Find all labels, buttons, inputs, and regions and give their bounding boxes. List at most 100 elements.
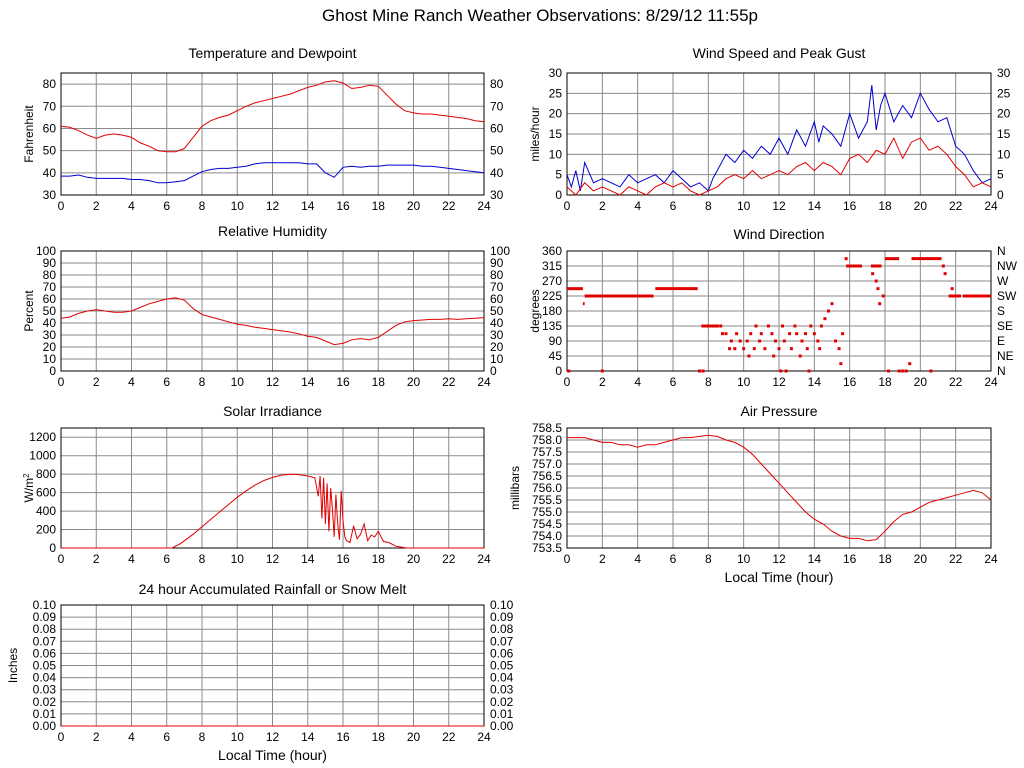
series-line-1 [567, 434, 992, 542]
direction-point [766, 324, 770, 328]
x-tick-label: 2 [93, 199, 100, 213]
direction-point [735, 332, 739, 336]
compass-tick-label: N [997, 244, 1006, 258]
x-tick-label: 4 [634, 552, 641, 566]
y-tick-label-right: 0.04 [490, 671, 514, 685]
direction-point [812, 332, 816, 336]
y-tick-label: 0.05 [33, 659, 57, 673]
x-tick-label: 12 [772, 552, 786, 566]
y-axis-label: millibars [508, 466, 522, 510]
x-tick-label: 14 [301, 730, 315, 744]
direction-point [887, 369, 891, 373]
y-tick-label: 80 [43, 268, 57, 282]
x-tick-label: 8 [705, 552, 712, 566]
y-tick-label: 270 [542, 274, 562, 288]
series-line-1 [566, 85, 992, 192]
y-tick-label: 70 [43, 280, 57, 294]
chart-title: Wind Speed and Peak Gust [693, 45, 866, 61]
x-tick-label: 2 [93, 552, 100, 566]
x-tick-label: 12 [772, 199, 786, 213]
y-tick-label: 400 [36, 504, 56, 518]
y-tick-label: 0.09 [33, 610, 57, 624]
direction-point [749, 332, 753, 336]
x-tick-label: 22 [442, 730, 456, 744]
x-tick-label: 14 [808, 375, 822, 389]
y-tick-label-right: 0.01 [490, 707, 514, 721]
x-tick-label: 16 [336, 552, 350, 566]
y-axis-label: W/m2 [22, 473, 37, 503]
x-tick-label: 16 [336, 375, 350, 389]
x-tick-label: 20 [914, 199, 928, 213]
direction-point [600, 369, 604, 373]
y-tick-label-right: 100 [490, 244, 510, 258]
x-tick-label: 10 [231, 552, 245, 566]
x-tick-label: 10 [737, 375, 751, 389]
y-tick-label: 0.07 [33, 634, 57, 648]
x-tick-label: 24 [477, 730, 491, 744]
chart-title: Wind Direction [733, 226, 824, 242]
y-tick-label-right: 20 [490, 340, 504, 354]
chart-title: Air Pressure [740, 403, 817, 419]
y-tick-label: 1000 [29, 449, 56, 463]
y-tick-label-right: 0.09 [490, 610, 514, 624]
x-tick-label: 6 [163, 375, 170, 389]
direction-point [904, 369, 908, 373]
y-tick-label-right: 90 [490, 256, 504, 270]
direction-point [841, 332, 845, 336]
y-tick-label: 30 [43, 188, 57, 202]
x-tick-label: 0 [58, 552, 65, 566]
y-tick-label: 135 [542, 319, 562, 333]
x-tick-label: 2 [599, 375, 606, 389]
y-tick-label-right: 40 [490, 316, 504, 330]
direction-point [789, 347, 793, 351]
y-tick-label: 30 [43, 328, 57, 342]
direction-point [770, 332, 774, 336]
y-axis-label: Percent [22, 290, 36, 332]
x-tick-label: 22 [949, 552, 963, 566]
x-tick-label: 20 [407, 730, 421, 744]
y-tick-label: 758.0 [532, 433, 562, 447]
y-tick-label-right: 60 [490, 292, 504, 306]
direction-point [738, 339, 742, 343]
x-tick-label: 16 [843, 552, 857, 566]
y-tick-label: 757.0 [532, 457, 562, 471]
y-tick-label: 60 [43, 121, 57, 135]
x-tick-label: 20 [914, 375, 928, 389]
compass-tick-label: NW [997, 259, 1018, 273]
direction-point [804, 332, 807, 336]
y-tick-label: 5 [555, 168, 562, 182]
x-axis-label: Local Time (hour) [725, 569, 834, 585]
direction-point [754, 324, 758, 328]
direction-point [816, 339, 820, 343]
x-tick-label: 18 [372, 730, 386, 744]
y-tick-label: 0.06 [33, 646, 57, 660]
x-tick-label: 8 [705, 375, 712, 389]
y-tick-label-right: 0.00 [490, 719, 514, 733]
x-tick-label: 6 [670, 199, 677, 213]
plot-frame [60, 250, 485, 372]
x-tick-label: 14 [808, 199, 822, 213]
y-tick-label: 90 [43, 256, 57, 270]
x-tick-label: 0 [58, 199, 65, 213]
x-tick-label: 14 [808, 552, 822, 566]
y-tick-label: 0.03 [33, 683, 57, 697]
y-tick-label-right: 0.10 [490, 598, 514, 612]
direction-point [795, 332, 799, 336]
y-tick-label: 0.02 [33, 695, 57, 709]
y-tick-label-right: 30 [490, 188, 504, 202]
y-tick-label-right: 0.03 [490, 683, 514, 697]
direction-point [728, 347, 732, 351]
y-tick-label: 756.5 [532, 469, 562, 483]
x-tick-label: 0 [564, 375, 571, 389]
direction-point [908, 362, 912, 366]
x-tick-label: 10 [231, 730, 245, 744]
y-axis-label: miles/hour [528, 106, 542, 161]
y-axis-label-superscript: 2 [22, 473, 31, 478]
y-tick-label: 754.0 [532, 529, 562, 543]
x-tick-label: 8 [199, 730, 206, 744]
y-tick-label: 225 [542, 289, 562, 303]
y-tick-label-right: 70 [490, 280, 504, 294]
